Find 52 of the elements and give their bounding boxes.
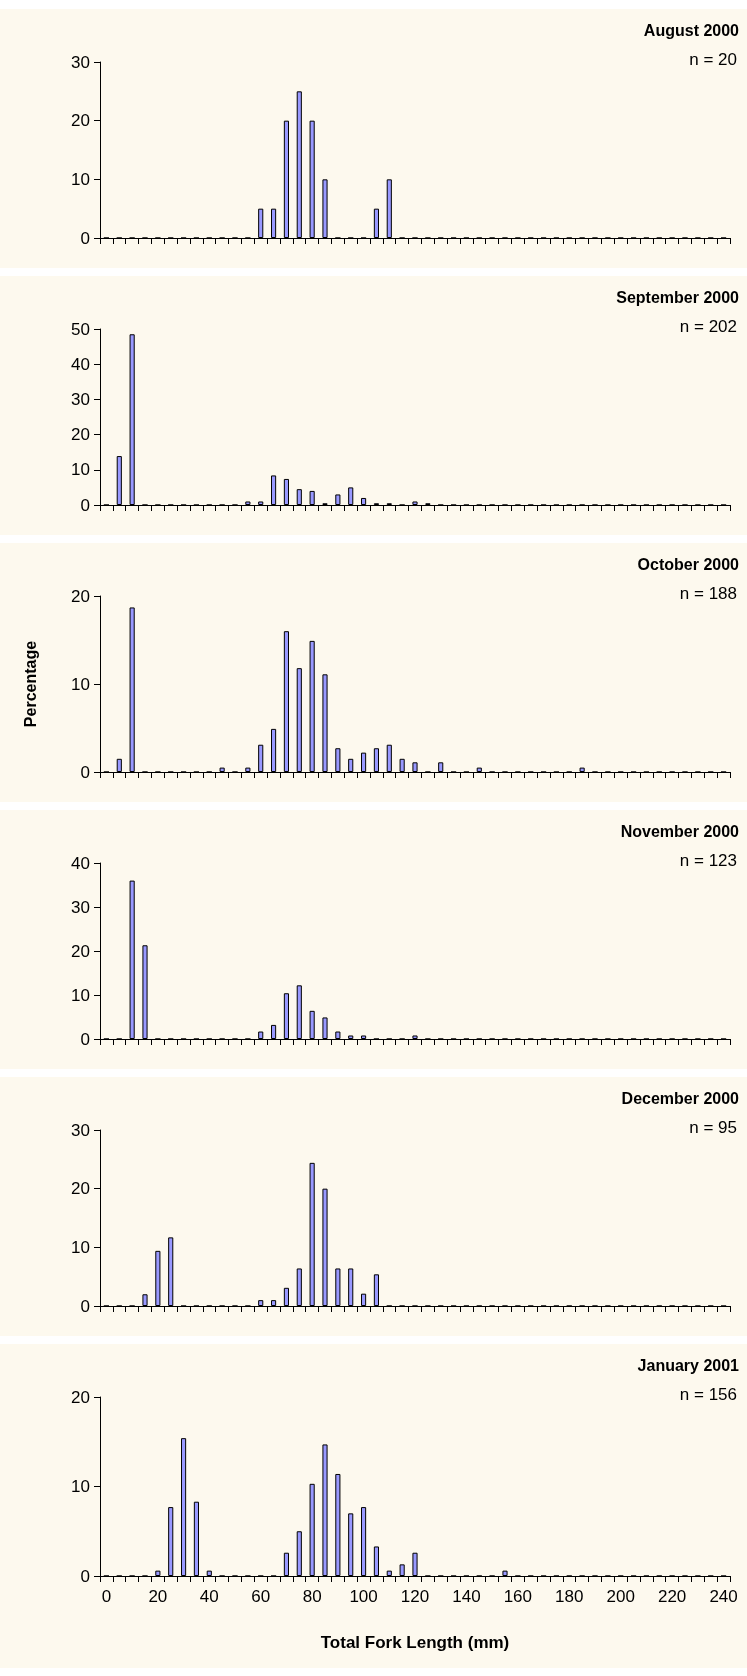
chart-title: September 2000 <box>616 288 740 306</box>
y-tick-label: 20 <box>71 1179 90 1199</box>
y-tick-label: 30 <box>71 389 90 409</box>
y-tick-label: 0 <box>80 228 90 248</box>
x-tick-label: 200 <box>606 1587 635 1606</box>
x-tick-label: 20 <box>148 1587 168 1606</box>
y-tick-label: 30 <box>71 897 90 917</box>
x-tick-label: 220 <box>657 1587 687 1606</box>
chart-title: January 2001 <box>637 1356 740 1374</box>
y-tick-label: 0 <box>80 495 90 515</box>
annotation: n = 95 <box>689 1118 738 1137</box>
y-tick-label: 20 <box>71 111 90 131</box>
y-tick-label: 10 <box>71 1477 90 1496</box>
y-tick-label: 20 <box>71 586 90 606</box>
chart-title: October 2000 <box>637 555 740 573</box>
chart-title: November 2000 <box>620 822 740 840</box>
x-tick-label: 100 <box>349 1587 378 1606</box>
x-tick-label: 240 <box>709 1587 738 1606</box>
annotation: n = 123 <box>679 851 738 870</box>
x-tick-label: 160 <box>503 1587 533 1606</box>
y-tick-label: 40 <box>71 853 90 873</box>
y-tick-label: 20 <box>71 1387 90 1407</box>
chart-title: August 2000 <box>643 21 740 39</box>
y-tick-label: 10 <box>71 1237 90 1257</box>
y-tick-label: 20 <box>71 941 90 961</box>
y-tick-label: 50 <box>71 319 90 339</box>
x-tick-label: 140 <box>452 1587 481 1606</box>
annotation: n = 156 <box>679 1385 738 1404</box>
x-axis-title: Total Fork Length (mm) <box>320 1633 510 1652</box>
y-tick-label: 0 <box>80 1296 90 1316</box>
y-tick-label: 0 <box>80 1566 90 1586</box>
y-tick-label: 10 <box>71 460 90 480</box>
annotation: n = 188 <box>679 584 738 603</box>
y-axis-title: Percentage <box>21 640 39 728</box>
y-tick-label: 0 <box>80 762 90 782</box>
y-tick-label: 30 <box>71 52 90 72</box>
x-tick-label: 120 <box>400 1587 430 1606</box>
y-tick-label: 10 <box>71 985 90 1005</box>
x-tick-label: 180 <box>555 1587 584 1606</box>
y-tick-label: 10 <box>71 169 90 189</box>
y-tick-label: 20 <box>71 425 90 445</box>
y-tick-label: 0 <box>80 1029 90 1049</box>
x-tick-label: 40 <box>199 1587 219 1606</box>
annotation: n = 20 <box>689 50 738 69</box>
chart-title: December 2000 <box>621 1089 740 1107</box>
y-tick-label: 40 <box>71 354 90 374</box>
x-tick-label: 0 <box>101 1587 112 1606</box>
y-tick-label: 10 <box>71 674 90 694</box>
x-tick-label: 80 <box>302 1587 322 1606</box>
x-tick-label: 60 <box>251 1587 271 1606</box>
annotation: n = 202 <box>679 317 738 336</box>
y-tick-label: 30 <box>71 1120 90 1140</box>
